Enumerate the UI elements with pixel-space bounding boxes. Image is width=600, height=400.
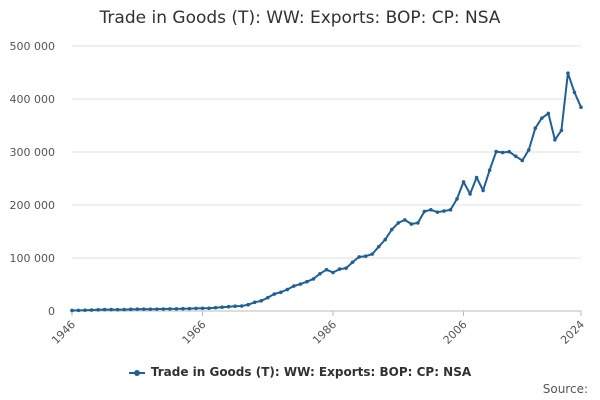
data-point — [155, 307, 159, 311]
data-point — [213, 305, 218, 310]
data-point — [141, 307, 146, 311]
data-point — [161, 307, 166, 311]
data-point — [455, 197, 459, 201]
data-point — [298, 282, 303, 286]
data-point — [109, 307, 113, 312]
y-tick-label: 200 000 — [10, 199, 56, 212]
data-point — [226, 304, 231, 309]
data-point — [239, 304, 244, 308]
data-point — [331, 270, 335, 275]
data-point — [553, 138, 557, 142]
data-point — [520, 158, 525, 163]
source-label: Source: — [542, 382, 588, 396]
data-point — [533, 126, 538, 130]
data-point — [422, 209, 427, 214]
data-point — [396, 221, 401, 225]
data-point — [559, 128, 564, 133]
data-point — [442, 209, 446, 213]
data-point — [370, 252, 374, 256]
y-tick-label: 300 000 — [10, 146, 56, 159]
data-point — [318, 271, 322, 276]
data-point — [409, 222, 414, 226]
data-point — [220, 305, 224, 310]
series-line — [71, 72, 582, 312]
data-point — [435, 210, 440, 214]
chart-title: Trade in Goods (T): WW: Exports: BOP: CP… — [99, 8, 501, 28]
data-point — [246, 302, 250, 307]
data-point — [546, 111, 551, 116]
data-point — [526, 148, 531, 152]
data-point — [252, 300, 257, 305]
y-tick-label: 100 000 — [10, 252, 56, 265]
data-point — [376, 244, 381, 249]
data-point — [181, 306, 185, 311]
data-point — [579, 105, 583, 110]
data-point — [102, 307, 107, 312]
series-layer — [70, 71, 583, 313]
data-point — [96, 308, 100, 312]
data-point — [429, 207, 433, 212]
data-point — [337, 267, 342, 271]
data-point — [265, 295, 270, 300]
data-point — [233, 304, 237, 308]
legend-label: Trade in Goods (T): WW: Exports: BOP: CP… — [150, 365, 472, 379]
data-point — [194, 306, 198, 311]
data-point — [363, 254, 368, 258]
data-point — [468, 192, 472, 196]
data-point — [259, 298, 264, 303]
data-point — [474, 175, 479, 180]
data-point — [540, 116, 544, 120]
data-point — [461, 180, 466, 184]
data-point — [494, 149, 498, 154]
data-point — [383, 237, 388, 242]
data-point — [168, 307, 172, 311]
data-point — [279, 290, 283, 295]
data-point — [83, 308, 87, 312]
data-point — [305, 279, 309, 284]
data-point — [311, 277, 316, 281]
data-point — [174, 307, 179, 311]
data-point — [572, 90, 577, 95]
data-point — [200, 306, 205, 311]
data-point — [272, 292, 277, 296]
data-point — [487, 168, 492, 172]
data-point — [481, 188, 485, 193]
x-tick-label: 1946 — [49, 318, 78, 347]
data-point — [500, 150, 505, 155]
data-point — [357, 255, 361, 259]
data-point — [513, 154, 518, 159]
y-tick-label: 500 000 — [10, 40, 56, 53]
data-point — [448, 208, 453, 212]
x-tick-label: 2024 — [558, 318, 587, 347]
data-point — [76, 308, 81, 313]
y-tick-label: 0 — [48, 305, 55, 318]
data-point — [70, 308, 74, 313]
data-point — [292, 284, 296, 288]
legend[interactable]: Trade in Goods (T): WW: Exports: BOP: CP… — [0, 365, 600, 379]
data-point — [350, 260, 355, 264]
x-tick-label: 1966 — [180, 318, 209, 347]
data-point — [285, 287, 290, 292]
x-tick-label: 2006 — [441, 318, 470, 347]
data-point — [207, 306, 211, 311]
data-point — [566, 71, 570, 75]
data-point — [128, 307, 133, 312]
data-point — [324, 267, 329, 272]
data-point — [416, 221, 420, 225]
data-point — [148, 307, 153, 311]
data-point — [187, 306, 192, 311]
data-point — [389, 227, 394, 232]
axes: 0 100 000 200 000 300 000 400 000 500 000 1946… — [10, 40, 588, 347]
legend-swatch — [128, 369, 145, 376]
x-tick-label: 1986 — [310, 318, 339, 347]
data-point — [135, 307, 140, 311]
data-point — [89, 308, 94, 312]
data-point — [403, 218, 407, 222]
y-tick-label: 400 000 — [10, 93, 56, 106]
data-point — [344, 266, 348, 270]
data-point — [115, 307, 120, 312]
data-point — [122, 307, 127, 312]
data-point — [507, 149, 512, 154]
